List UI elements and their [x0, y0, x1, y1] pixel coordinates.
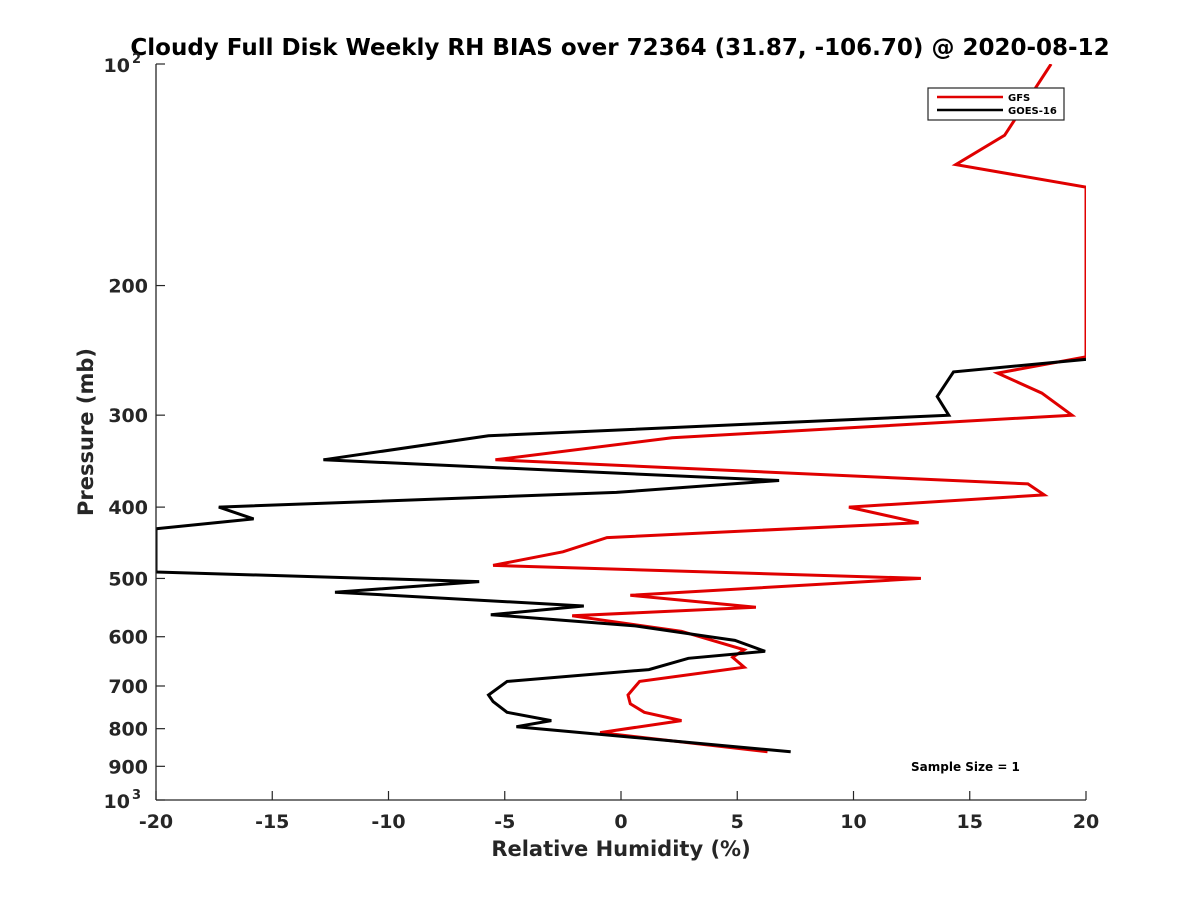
y-tick-label: 200 — [108, 276, 148, 298]
x-tick-label: 0 — [614, 811, 627, 833]
plot-frame — [156, 64, 1086, 800]
y-tick-label: 700 — [108, 676, 148, 698]
y-tick-label: 900 — [108, 756, 148, 778]
legend: GFS GOES-16 — [927, 87, 1065, 121]
chart-title: Cloudy Full Disk Weekly RH BIAS over 723… — [130, 35, 1109, 61]
y-tick-label: 500 — [108, 568, 148, 590]
x-tick-label: 15 — [957, 811, 983, 833]
x-axis-label: Relative Humidity (%) — [491, 837, 750, 861]
y-axis-label: Pressure (mb) — [74, 348, 98, 516]
y-tick-label: 10 — [104, 55, 130, 77]
y-tick-exponent: 3 — [132, 788, 141, 803]
y-tick-label: 800 — [108, 719, 148, 741]
y-tick-label: 300 — [108, 405, 148, 427]
legend-label-gfs: GFS — [1008, 93, 1030, 104]
x-tick-label: -5 — [494, 811, 515, 833]
x-tick-label: -10 — [371, 811, 405, 833]
x-tick-label: 5 — [731, 811, 744, 833]
x-tick-label: 10 — [840, 811, 866, 833]
y-tick-exponent: 2 — [132, 52, 141, 67]
y-tick-label: 600 — [108, 627, 148, 649]
series-layer — [156, 64, 1086, 754]
x-axis-ticks: -20 -15 -10 -5 0 5 10 15 20 — [139, 791, 1099, 833]
x-tick-label: -20 — [139, 811, 173, 833]
x-tick-label: -15 — [255, 811, 289, 833]
x-tick-label: 20 — [1073, 811, 1099, 833]
y-tick-label: 400 — [108, 497, 148, 519]
plot-area: -20 -15 -10 -5 0 5 10 15 20 10 220030040050060070… — [104, 52, 1100, 833]
series-line-goes16 — [156, 357, 1086, 754]
sample-size-annotation: Sample Size = 1 — [911, 760, 1020, 774]
series-line-gfs — [492, 64, 1086, 754]
legend-label-goes16: GOES-16 — [1008, 106, 1057, 117]
legend-box — [927, 87, 1065, 121]
y-tick-label: 10 — [104, 791, 130, 813]
